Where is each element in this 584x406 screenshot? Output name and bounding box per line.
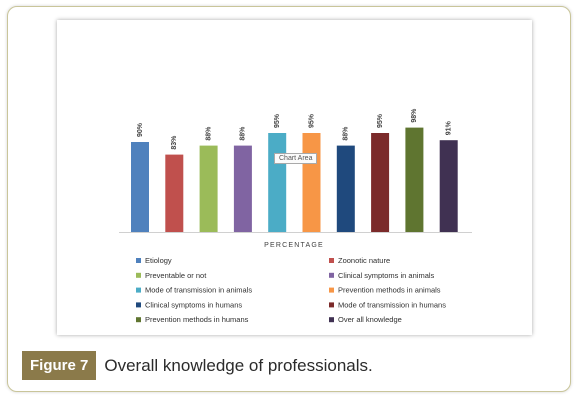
legend-swatch (136, 317, 141, 323)
bar (405, 127, 424, 232)
bar (439, 140, 458, 232)
bar-data-label: 91% (446, 120, 453, 135)
bar (233, 145, 252, 232)
legend-label: Prevention methods in animals (338, 286, 441, 295)
bar-data-label: 95% (308, 113, 315, 128)
bar-data-label: 88% (240, 126, 247, 141)
chart-area-tooltip: Chart Area (274, 153, 318, 164)
bar (302, 133, 321, 232)
bar (165, 154, 184, 232)
legend-label: Clinical symptoms in animals (338, 271, 435, 280)
legend-label: Prevention methods in humans (145, 315, 249, 324)
legend-label: Over all knowledge (338, 315, 402, 324)
bar (131, 142, 149, 232)
chart-area[interactable]: 90% 83% 88% 88% 95% 95% 88% 95% 98% 91% PERCENTAGE… (57, 20, 532, 335)
legend-swatch (329, 258, 334, 263)
legend-swatch (136, 302, 141, 308)
bar (336, 145, 355, 232)
legend-swatch (136, 258, 141, 263)
legend-swatch (329, 302, 334, 308)
bar-chart: 90% 83% 88% 88% 95% 95% 88% 95% 98% 91% PERCENTAGE… (119, 108, 472, 324)
bar-data-label: 88% (343, 126, 350, 141)
figure-caption-text: Overall knowledge of professionals. (104, 355, 373, 375)
legend-label: Etiology (145, 256, 172, 265)
legend-label: Zoonotic nature (338, 256, 390, 265)
x-axis-title: PERCENTAGE (264, 242, 324, 249)
bar-data-label: 83% (171, 135, 178, 150)
legend-label: Preventable or not (145, 271, 207, 280)
bar-data-label: 90% (137, 122, 144, 137)
bar (199, 145, 218, 232)
figure-frame: 90% 83% 88% 88% 95% 95% 88% 95% 98% 91% PERCENTAGE… (7, 6, 571, 392)
bar-data-label: 88% (205, 126, 212, 141)
legend-swatch (329, 287, 334, 293)
figure-caption: Figure 7 Overall knowledge of profession… (22, 351, 373, 380)
legend-label: Clinical symptoms in humans (145, 300, 242, 309)
bar-data-label: 95% (274, 113, 281, 128)
legend-label: Mode of transmission in animals (145, 286, 252, 295)
bar (268, 133, 287, 232)
legend-label: Mode of transmission in humans (338, 300, 446, 309)
legend-swatch (136, 272, 141, 278)
legend-swatch (329, 317, 334, 323)
bar (371, 133, 390, 232)
bar-data-label: 98% (411, 108, 418, 123)
legend-swatch (136, 287, 141, 293)
bar-data-label: 95% (377, 113, 384, 128)
figure-label: Figure 7 (22, 351, 97, 380)
legend-swatch (329, 272, 334, 278)
